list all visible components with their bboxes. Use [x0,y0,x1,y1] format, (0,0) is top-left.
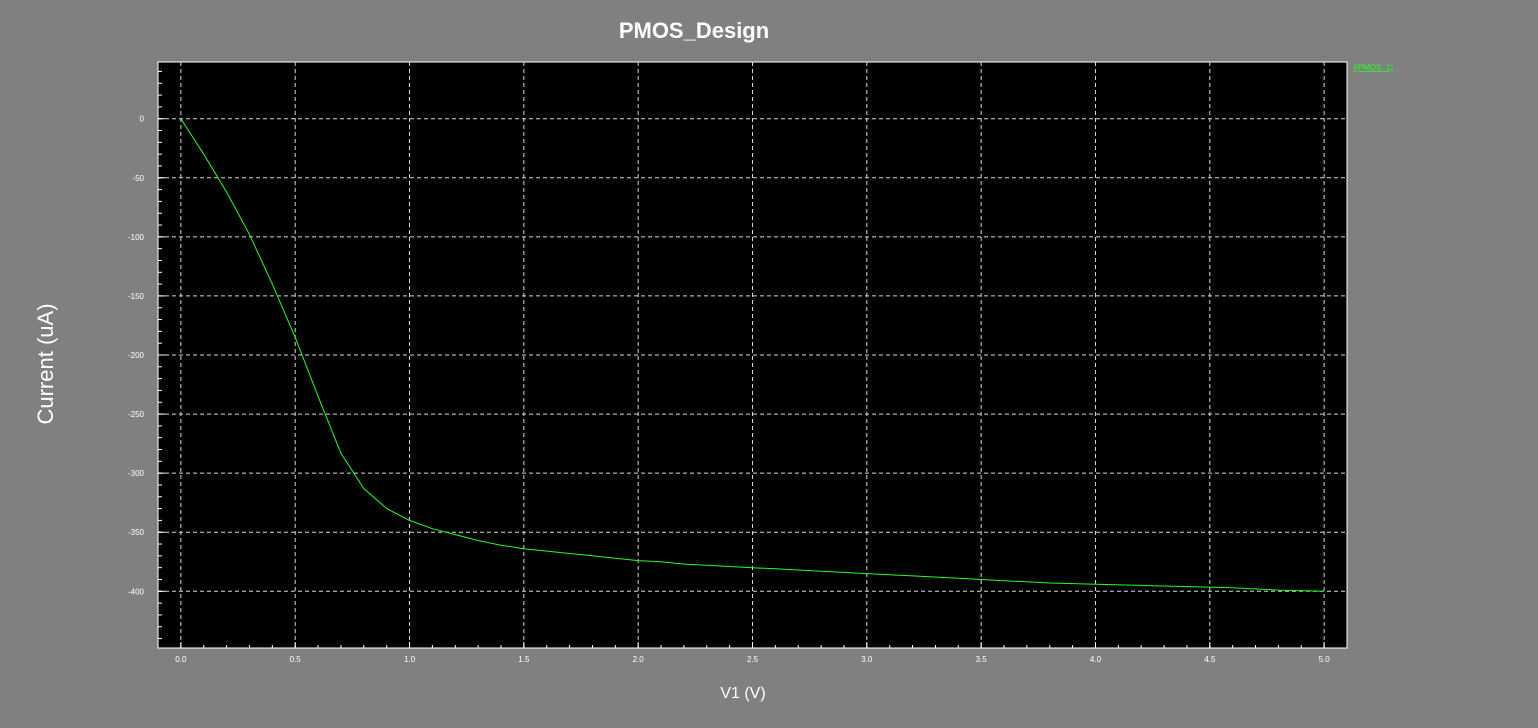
legend-entry: I(PMOS_1) [1353,63,1393,72]
x-tick-label: 5.0 [1319,655,1331,664]
y-tick-label: -150 [128,292,145,301]
y-tick-label: 0 [140,115,145,124]
series-line [180,118,1325,592]
x-tick-label: 4.0 [1090,655,1102,664]
chart-title: PMOS_Design [619,18,769,43]
grid-lines [158,62,1347,648]
x-tick-label: 1.5 [518,655,530,664]
series-layer [180,118,1325,592]
legend: I(PMOS_1) [1353,63,1393,72]
y-tick-label: -100 [128,233,145,242]
y-tick-label: -400 [128,587,145,596]
x-tick-label: 3.5 [976,655,988,664]
y-tick-label: -350 [128,528,145,537]
x-tick-label: 2.5 [747,655,759,664]
y-axis-label: Current (uA) [33,303,58,424]
y-tick-label: -250 [128,410,145,419]
axis-ticks [157,70,1348,648]
y-tick-label: -50 [132,174,144,183]
y-tick-label: -300 [128,469,145,478]
x-tick-label: 0.0 [175,655,187,664]
y-tick-label: -200 [128,351,145,360]
x-tick-label: 2.0 [633,655,645,664]
x-tick-label: 3.0 [861,655,873,664]
x-tick-label: 4.5 [1204,655,1216,664]
tick-labels: 0.0 0.5 1.0 1.5 2.0 2.5 3.0 3.5 4.0 4.5 5.0 0 -50 -10… [128,115,1330,664]
x-tick-label: 1.0 [404,655,416,664]
x-axis-label: V1 (V) [720,685,765,702]
x-tick-label: 0.5 [290,655,302,664]
